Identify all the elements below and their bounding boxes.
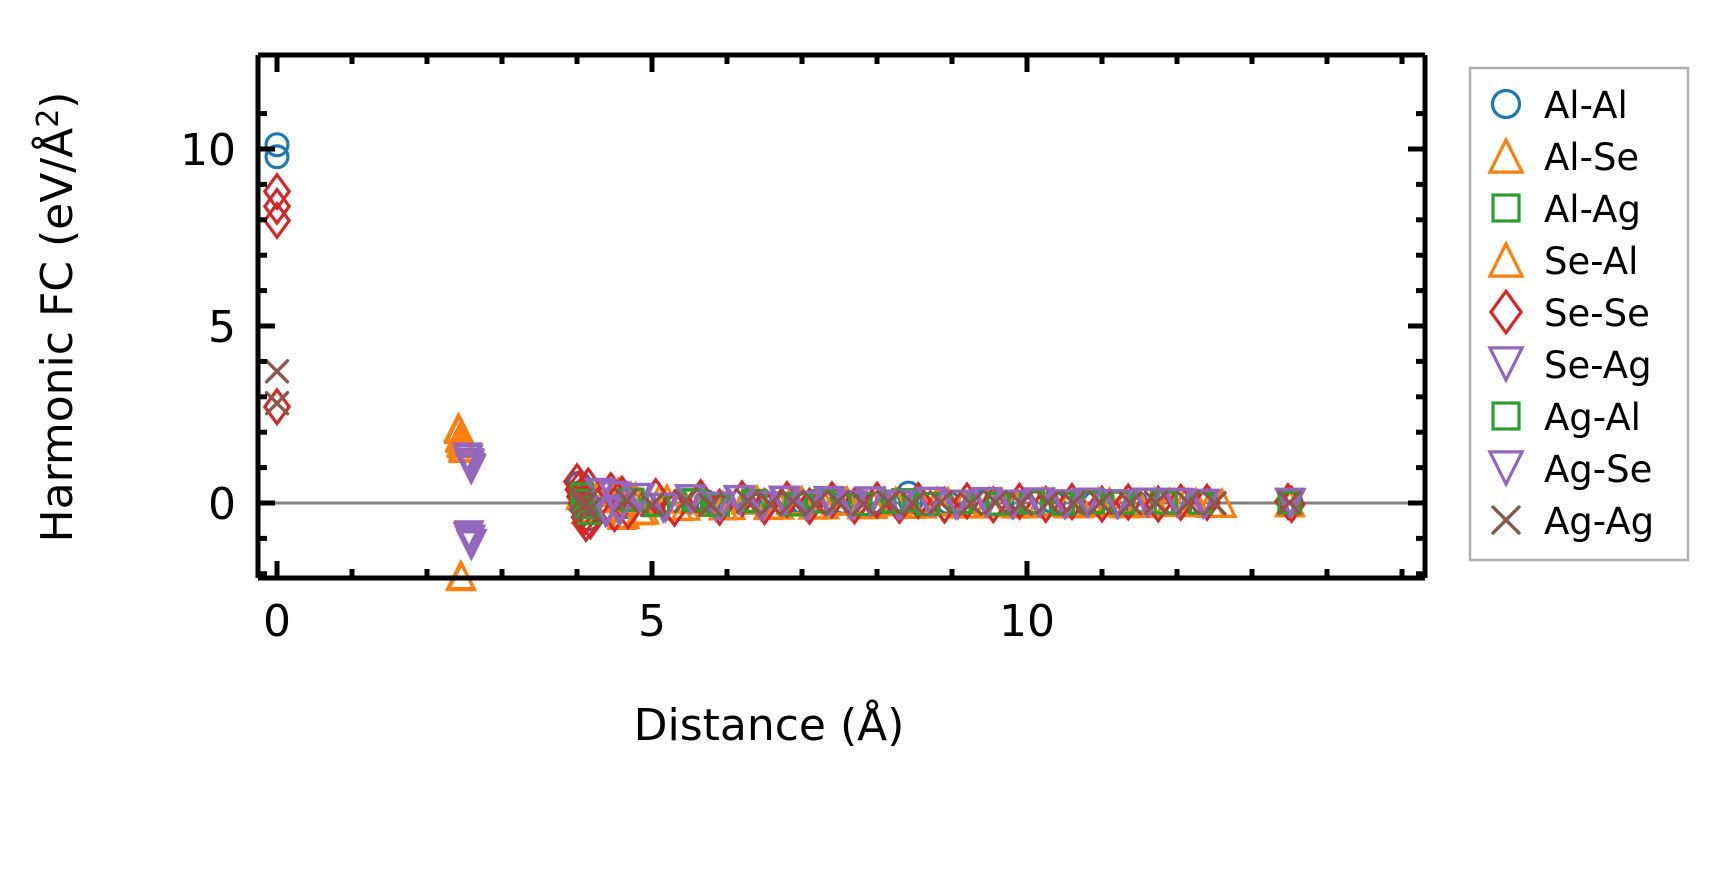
x-axis-label: Distance (Å) bbox=[634, 698, 905, 751]
y-tick-label: 5 bbox=[208, 302, 236, 353]
data-point bbox=[262, 186, 292, 226]
data-point bbox=[1035, 490, 1061, 515]
data-point bbox=[262, 171, 292, 212]
data-point bbox=[576, 497, 602, 522]
legend-marker-triangle-down-icon bbox=[1487, 450, 1525, 488]
data-point bbox=[735, 489, 761, 514]
data-point bbox=[1088, 490, 1113, 515]
data-point bbox=[851, 491, 876, 517]
legend-marker-square-icon bbox=[1491, 193, 1521, 223]
legend-marker-triangle-down-icon bbox=[1487, 346, 1525, 384]
data-point bbox=[758, 492, 783, 517]
data-point bbox=[780, 489, 806, 514]
data-point bbox=[455, 530, 487, 562]
data-point bbox=[1102, 489, 1135, 521]
legend-marker-x-icon bbox=[1491, 505, 1521, 535]
data-point bbox=[1202, 491, 1227, 516]
data-point bbox=[1189, 488, 1222, 520]
y-axis-label-text: Harmonic FC (eV/Å2) bbox=[30, 92, 83, 543]
axes-frame bbox=[255, 52, 1428, 581]
data-point bbox=[264, 390, 290, 416]
data-point bbox=[264, 359, 290, 384]
legend-box bbox=[1468, 66, 1690, 562]
legend-marker-triangle-up-icon bbox=[1487, 240, 1525, 278]
legend-item-ag-ag[interactable]: Ag-Ag bbox=[1491, 500, 1654, 543]
legend-label: Ag-Al bbox=[1544, 396, 1641, 439]
legend-label: Ag-Ag bbox=[1544, 500, 1654, 543]
legend-item-se-se[interactable]: Se-Se bbox=[1488, 288, 1650, 336]
legend: Al-Al Al-Se Al-Ag Se-Al Se-Se Se-Ag Ag-Al Ag-Se… bbox=[1468, 66, 1690, 562]
legend-item-se-ag[interactable]: Se-Ag bbox=[1487, 344, 1652, 387]
data-point bbox=[673, 488, 698, 514]
y-tick-label: 10 bbox=[180, 125, 236, 176]
data-point bbox=[1162, 488, 1195, 520]
y-axis-label: Harmonic FC (eV/Å2) bbox=[30, 92, 83, 543]
legend-item-al-ag[interactable]: Al-Ag bbox=[1491, 188, 1641, 231]
data-point bbox=[639, 492, 665, 517]
data-point bbox=[262, 387, 292, 427]
data-point bbox=[573, 490, 599, 515]
data-point bbox=[983, 490, 1008, 515]
data-point bbox=[1176, 490, 1201, 515]
legend-marker-triangle-up-icon bbox=[1487, 136, 1525, 174]
x-tick-label: 5 bbox=[638, 596, 666, 647]
data-point bbox=[958, 491, 983, 516]
data-point bbox=[1072, 487, 1105, 519]
data-point bbox=[885, 489, 917, 522]
data-point bbox=[264, 132, 290, 158]
legend-item-ag-se[interactable]: Ag-Se bbox=[1487, 448, 1653, 491]
legend-label: Al-Ag bbox=[1544, 188, 1641, 231]
legend-label: Al-Se bbox=[1544, 136, 1639, 179]
data-point bbox=[928, 490, 953, 515]
x-tick-label: 0 bbox=[263, 596, 291, 647]
data-point bbox=[1143, 490, 1169, 515]
tick-labels: 0 5 10 0 5 10 bbox=[180, 125, 1055, 647]
data-point bbox=[264, 144, 290, 170]
legend-item-al-al[interactable]: Al-Al bbox=[1490, 84, 1628, 127]
data-point bbox=[1008, 491, 1034, 516]
x-tick-label: 10 bbox=[999, 596, 1055, 647]
legend-marker-square-icon bbox=[1491, 401, 1521, 431]
data-points-layer bbox=[262, 132, 1307, 592]
data-point bbox=[915, 486, 947, 519]
data-point bbox=[620, 487, 645, 512]
data-point bbox=[1275, 488, 1307, 520]
y-tick-label: 0 bbox=[208, 479, 236, 530]
legend-item-se-al[interactable]: Se-Al bbox=[1487, 240, 1639, 283]
legend-marker-diamond-icon bbox=[1488, 288, 1524, 336]
data-point bbox=[837, 490, 869, 522]
data-point bbox=[900, 491, 926, 516]
series-ag-ag bbox=[264, 359, 1302, 522]
data-point bbox=[614, 487, 639, 513]
data-point bbox=[825, 489, 851, 515]
data-point bbox=[649, 492, 682, 524]
data-point bbox=[803, 491, 828, 517]
legend-item-al-se[interactable]: Al-Se bbox=[1487, 136, 1639, 179]
data-point bbox=[876, 489, 901, 515]
data-point bbox=[698, 492, 723, 517]
data-point bbox=[1061, 491, 1086, 516]
legend-item-ag-al[interactable]: Ag-Al bbox=[1491, 396, 1641, 439]
data-point bbox=[942, 489, 974, 522]
legend-marker-circle-icon bbox=[1490, 88, 1522, 120]
legend-label: Se-Se bbox=[1544, 292, 1650, 335]
legend-label: Al-Al bbox=[1544, 84, 1628, 127]
data-point bbox=[1118, 491, 1143, 516]
legend-label: Se-Ag bbox=[1544, 344, 1652, 387]
data-point bbox=[262, 200, 292, 241]
legend-label: Se-Al bbox=[1544, 240, 1638, 283]
legend-label: Ag-Se bbox=[1544, 448, 1652, 491]
data-point bbox=[1277, 490, 1302, 515]
data-point bbox=[454, 452, 487, 485]
